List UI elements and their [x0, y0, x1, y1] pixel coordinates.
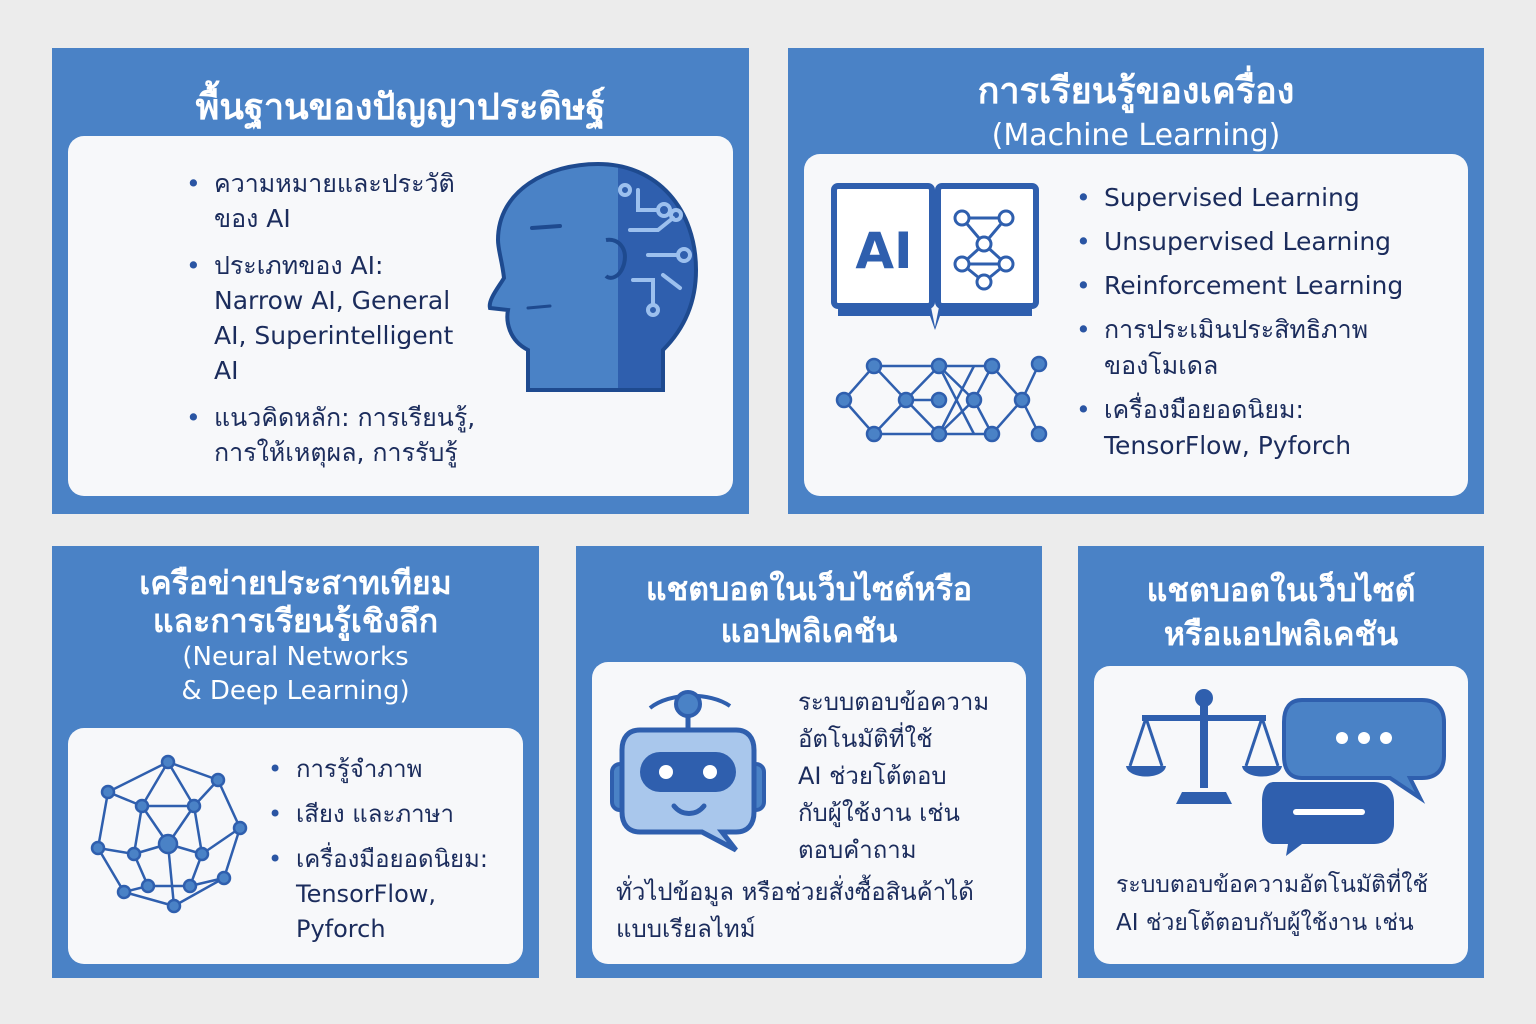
bullet-line: Unsupervised Learning [1104, 227, 1392, 256]
content-panel: ระบบตอบข้อความ อัตโนมัติที่ใช้ AI ช่วยโต… [592, 662, 1026, 964]
description-line: ตอบคำถาม [798, 836, 917, 864]
description-line: กับผู้ใช้งาน เช่น [798, 799, 960, 827]
bullet-line: ของโมเดล [1104, 351, 1219, 380]
bullet-item: Supervised Learning [1076, 180, 1403, 216]
bullet-line: Narrow AI, General [214, 286, 451, 315]
ai-book-icon: AI [831, 183, 1039, 330]
bullet-line: Supervised Learning [1104, 183, 1360, 212]
card-title-line: หรือแอปพลิเคชัน [1163, 615, 1399, 653]
chatbot-icon [610, 690, 766, 853]
card-title: เครือข่ายประสาทเทียม และการเรียนรู้เชิงล… [52, 564, 539, 708]
card-neural-networks: เครือข่ายประสาทเทียม และการเรียนรู้เชิงล… [52, 546, 539, 978]
card-title-line: แชตบอตในเว็บไซต์ [1146, 571, 1416, 609]
content-panel: ระบบตอบข้อความอัตโนมัติที่ใช้ AI ช่วยโต้… [1094, 666, 1468, 964]
chatbot-description-wide: ทั่วไปข้อมูล หรือช่วยสั่งซื้อสินค้าได้ แ… [616, 874, 974, 948]
bullet-list: การรู้จำภาพ เสียง และภาษา เครื่องมือยอดน… [268, 752, 488, 947]
card-title: การเรียนรู้ของเครื่อง (Machine Learning) [788, 70, 1484, 158]
bullet-item: ประเภทของ AI: Narrow AI, General AI, Sup… [186, 248, 475, 388]
card-title: พื้นฐานของปัญญาประดิษฐ์ [52, 78, 749, 135]
card-title: แชตบอตในเว็บไซต์ หรือแอปพลิเคชัน [1078, 568, 1484, 656]
bullet-item: เครื่องมือยอดนิยม: TensorFlow, Pyforch [1076, 392, 1403, 464]
card-machine-learning: การเรียนรู้ของเครื่อง (Machine Learning)… [788, 48, 1484, 514]
neural-network-icon [835, 355, 1048, 443]
bullet-line: ประเภทของ AI: [214, 251, 384, 280]
chat-bubbles-icon [1262, 698, 1446, 856]
bullet-list: Supervised Learning Unsupervised Learnin… [1076, 180, 1403, 464]
bullet-line: การให้เหตุผล, การรับรู้ [214, 438, 458, 467]
bullet-line: การรู้จำภาพ [296, 755, 423, 783]
card-title-line: เครือข่ายประสาทเทียม [139, 564, 452, 602]
bullet-line: ความหมายและประวัติ [214, 169, 455, 198]
bullet-line: การประเมินประสิทธิภาพ [1104, 315, 1369, 344]
bullet-line: TensorFlow, [296, 880, 437, 908]
description-line: ระบบตอบข้อความ [798, 688, 990, 716]
content-panel: ความหมายและประวัติ ของ AI ประเภทของ AI: … [68, 136, 733, 496]
bullet-item: เครื่องมือยอดนิยม: TensorFlow, Pyforch [268, 842, 488, 947]
bullet-line: เครื่องมือยอดนิยม: [296, 845, 488, 873]
bullet-item: การรู้จำภาพ [268, 752, 488, 787]
bullet-item: ความหมายและประวัติ ของ AI [186, 166, 475, 236]
card-title: แชตบอตในเว็บไซต์หรือ แอปพลิเคชัน [576, 568, 1042, 652]
bullet-line: ของ AI [214, 204, 291, 233]
card-chatbot-ethics: แชตบอตในเว็บไซต์ หรือแอปพลิเคชัน ระบบตอบ… [1078, 546, 1484, 978]
bullet-line: เสียง และภาษา [296, 800, 454, 828]
bullet-item: การประเมินประสิทธิภาพ ของโมเดล [1076, 312, 1403, 384]
card-title-line: แอปพลิเคชัน [720, 612, 898, 650]
bullet-item: Reinforcement Learning [1076, 268, 1403, 304]
description-line: อัตโนมัติที่ใช้ [798, 725, 933, 753]
card-title-line: (Machine Learning) [991, 118, 1281, 153]
card-title-line: & Deep Learning) [181, 676, 410, 706]
bullet-line: Pyforch [296, 915, 386, 943]
description-line: AI ช่วยโต้ตอบกับผู้ใช้งาน เช่น [1116, 910, 1414, 936]
content-panel: การรู้จำภาพ เสียง และภาษา เครื่องมือยอดน… [68, 728, 523, 964]
content-panel: AI [804, 154, 1468, 496]
bullet-list: ความหมายและประวัติ ของ AI ประเภทของ AI: … [186, 166, 475, 470]
bullet-line: AI [214, 356, 239, 385]
bullet-line: AI, Superintelligent [214, 321, 454, 350]
bullet-item: Unsupervised Learning [1076, 224, 1403, 260]
card-title-line: พื้นฐานของปัญญาประดิษฐ์ [195, 87, 606, 128]
description-line: ระบบตอบข้อความอัตโนมัติที่ใช้ [1116, 872, 1429, 898]
description-line: ทั่วไปข้อมูล หรือช่วยสั่งซื้อสินค้าได้ [616, 878, 974, 906]
card-title-line: และการเรียนรู้เชิงลึก [152, 602, 439, 640]
bullet-item: แนวคิดหลัก: การเรียนรู้, การให้เหตุผล, ก… [186, 400, 475, 470]
bullet-item: เสียง และภาษา [268, 797, 488, 832]
scales-icon [1126, 689, 1282, 804]
description-line: แบบเรียลไทม์ [616, 915, 756, 943]
ai-head-circuit-icon [487, 161, 699, 392]
neural-sphere-icon [90, 754, 248, 914]
card-title-line: แชตบอตในเว็บไซต์หรือ [645, 570, 973, 608]
bullet-line: Reinforcement Learning [1104, 271, 1404, 300]
bullet-line: แนวคิดหลัก: การเรียนรู้, [214, 403, 476, 432]
card-ai-fundamentals: พื้นฐานของปัญญาประดิษฐ์ ความหมายและประวั… [52, 48, 749, 514]
chatbot-ethics-description: ระบบตอบข้อความอัตโนมัติที่ใช้ AI ช่วยโต้… [1116, 866, 1428, 942]
chatbot-description: ระบบตอบข้อความ อัตโนมัติที่ใช้ AI ช่วยโต… [798, 684, 989, 869]
card-chatbot: แชตบอตในเว็บไซต์หรือ แอปพลิเคชัน ระบบตอบ… [576, 546, 1042, 978]
book-label: AI [855, 222, 912, 280]
card-title-line: การเรียนรู้ของเครื่อง [977, 71, 1295, 112]
description-line: AI ช่วยโต้ตอบ [798, 762, 947, 790]
bullet-line: TensorFlow, Pyforch [1104, 431, 1352, 460]
bullet-line: เครื่องมือยอดนิยม: [1104, 395, 1304, 424]
card-title-line: (Neural Networks [182, 642, 409, 672]
